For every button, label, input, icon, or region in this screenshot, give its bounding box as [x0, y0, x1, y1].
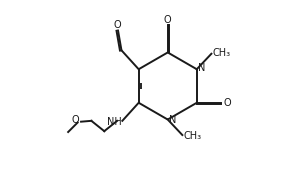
- Text: O: O: [113, 20, 121, 30]
- Text: CH₃: CH₃: [212, 48, 230, 58]
- Text: O: O: [223, 98, 231, 108]
- Text: O: O: [72, 115, 79, 125]
- Text: CH₃: CH₃: [183, 131, 201, 141]
- Text: N: N: [198, 63, 205, 73]
- Text: NH: NH: [107, 117, 121, 127]
- Text: O: O: [164, 15, 172, 25]
- Text: N: N: [169, 115, 177, 125]
